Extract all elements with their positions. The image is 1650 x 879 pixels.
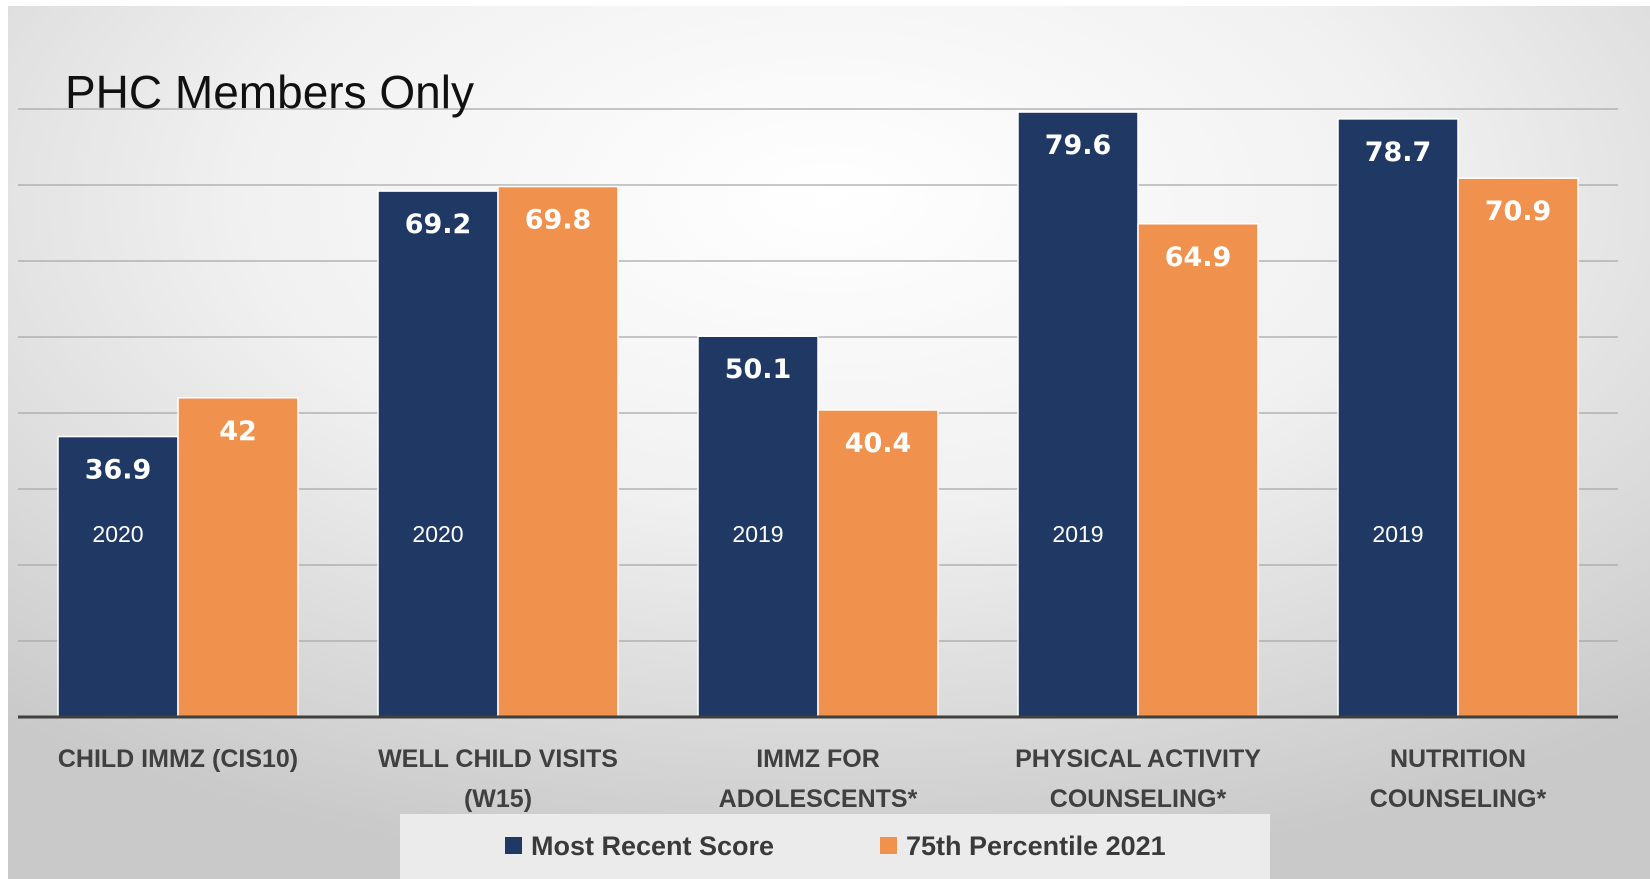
legend-swatch — [505, 837, 522, 854]
data-label: 50.1 — [725, 354, 792, 385]
data-label: 79.6 — [1045, 130, 1112, 161]
category-label: COUNSELING* — [1050, 785, 1227, 813]
legend-label: 75th Percentile 2021 — [906, 831, 1166, 861]
data-label: 40.4 — [845, 428, 912, 459]
category-label: (W15) — [464, 785, 532, 813]
data-label: 78.7 — [1365, 137, 1432, 168]
year-label: 2019 — [732, 521, 783, 547]
bars — [57, 111, 1579, 718]
category-label: WELL CHILD VISITS — [378, 745, 618, 773]
legend-box — [400, 814, 1270, 879]
data-label: 64.9 — [1165, 242, 1232, 273]
category-label: IMMZ FOR — [756, 745, 880, 773]
labels: 36.9 2020 42 CHILD IMMZ (CIS10) 69.2 2020 69.8… — [58, 130, 1551, 813]
category-label: CHILD IMMZ (CIS10) — [58, 745, 298, 773]
year-label: 2020 — [92, 521, 143, 547]
data-label: 69.8 — [525, 205, 592, 236]
data-label: 42 — [219, 416, 257, 447]
data-label: 36.9 — [85, 455, 152, 486]
chart-title: PHC Members Only — [65, 66, 474, 118]
legend-swatch — [880, 837, 897, 854]
bar-75th-percentile — [817, 409, 939, 718]
legend: Most Recent Score 75th Percentile 2021 — [505, 831, 1166, 861]
bar-75th-percentile — [1457, 177, 1579, 718]
bar-75th-percentile — [1137, 223, 1259, 718]
bar-75th-percentile — [177, 397, 299, 718]
bar-most-recent — [1017, 111, 1139, 718]
bar-most-recent — [1337, 118, 1459, 718]
year-label: 2019 — [1372, 521, 1423, 547]
bar-75th-percentile — [497, 185, 619, 718]
bar-most-recent — [377, 190, 499, 718]
category-label: PHYSICAL ACTIVITY — [1015, 745, 1261, 773]
legend-label: Most Recent Score — [531, 831, 774, 861]
data-label: 70.9 — [1485, 196, 1552, 227]
year-label: 2020 — [412, 521, 463, 547]
category-label: COUNSELING* — [1370, 785, 1547, 813]
category-label: NUTRITION — [1390, 745, 1526, 773]
data-label: 69.2 — [405, 209, 472, 240]
category-label: ADOLESCENTS* — [719, 785, 918, 813]
bar-most-recent — [697, 335, 819, 718]
year-label: 2019 — [1052, 521, 1103, 547]
